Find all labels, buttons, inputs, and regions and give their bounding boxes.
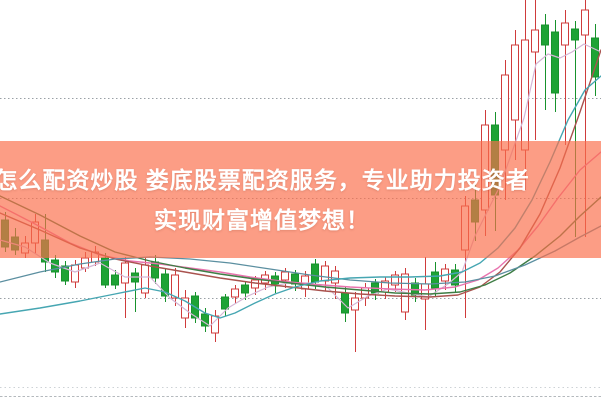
- candle-up: [331, 266, 339, 299]
- candle-body: [511, 44, 519, 121]
- candle-body: [431, 271, 439, 289]
- candle-body: [551, 31, 559, 94]
- candle-up: [121, 257, 129, 318]
- candle-body: [331, 270, 339, 284]
- candle-down: [111, 270, 119, 289]
- candle-body: [161, 273, 169, 297]
- candle-body: [241, 284, 249, 294]
- candle-body: [251, 279, 259, 289]
- candle-body: [591, 37, 599, 78]
- candle-up: [511, 30, 519, 160]
- candle-down: [271, 272, 279, 293]
- promo-banner-line-1: 怎么配资炒股 娄底股票配资服务，专业助力投资者: [0, 166, 530, 193]
- candle-body: [71, 264, 79, 283]
- candle-body: [231, 288, 239, 298]
- candle-up: [531, 0, 539, 140]
- candle-body: [531, 29, 539, 53]
- candle-body: [561, 22, 569, 46]
- candle-body: [281, 271, 289, 281]
- candle-body: [311, 263, 319, 283]
- promo-banner: 怎么配资炒股 娄底股票配资服务，专业助力投资者 实现财富增值梦想！: [0, 141, 601, 258]
- candle-up: [171, 268, 179, 306]
- candle-body: [521, 39, 529, 151]
- candle-down: [101, 253, 109, 288]
- candle-body: [571, 28, 579, 41]
- candle-down: [161, 268, 169, 302]
- ma-slate-line: [0, 225, 601, 285]
- ma-fast-lavender-line: [0, 43, 601, 327]
- candle-body: [221, 296, 229, 310]
- candle-body: [391, 274, 399, 286]
- candle-body: [171, 274, 179, 299]
- candle-up: [351, 292, 359, 352]
- candle-body: [501, 74, 509, 151]
- candle-body: [121, 262, 129, 284]
- candle-body: [581, 9, 589, 36]
- candle-down: [221, 294, 229, 316]
- candle-body: [541, 24, 549, 46]
- candle-up: [231, 285, 239, 304]
- candle-body: [111, 274, 119, 286]
- candle-up: [561, 10, 569, 145]
- candle-down: [51, 255, 59, 278]
- promo-banner-line-2: 实现财富增值梦想！: [154, 206, 370, 233]
- candle-down: [431, 262, 439, 296]
- candle-body: [181, 297, 189, 319]
- candle-down: [551, 20, 559, 112]
- candle-down: [541, 14, 549, 110]
- candle-down: [61, 261, 69, 285]
- candle-body: [321, 265, 329, 282]
- candle-body: [61, 265, 69, 282]
- candle-body: [101, 257, 109, 286]
